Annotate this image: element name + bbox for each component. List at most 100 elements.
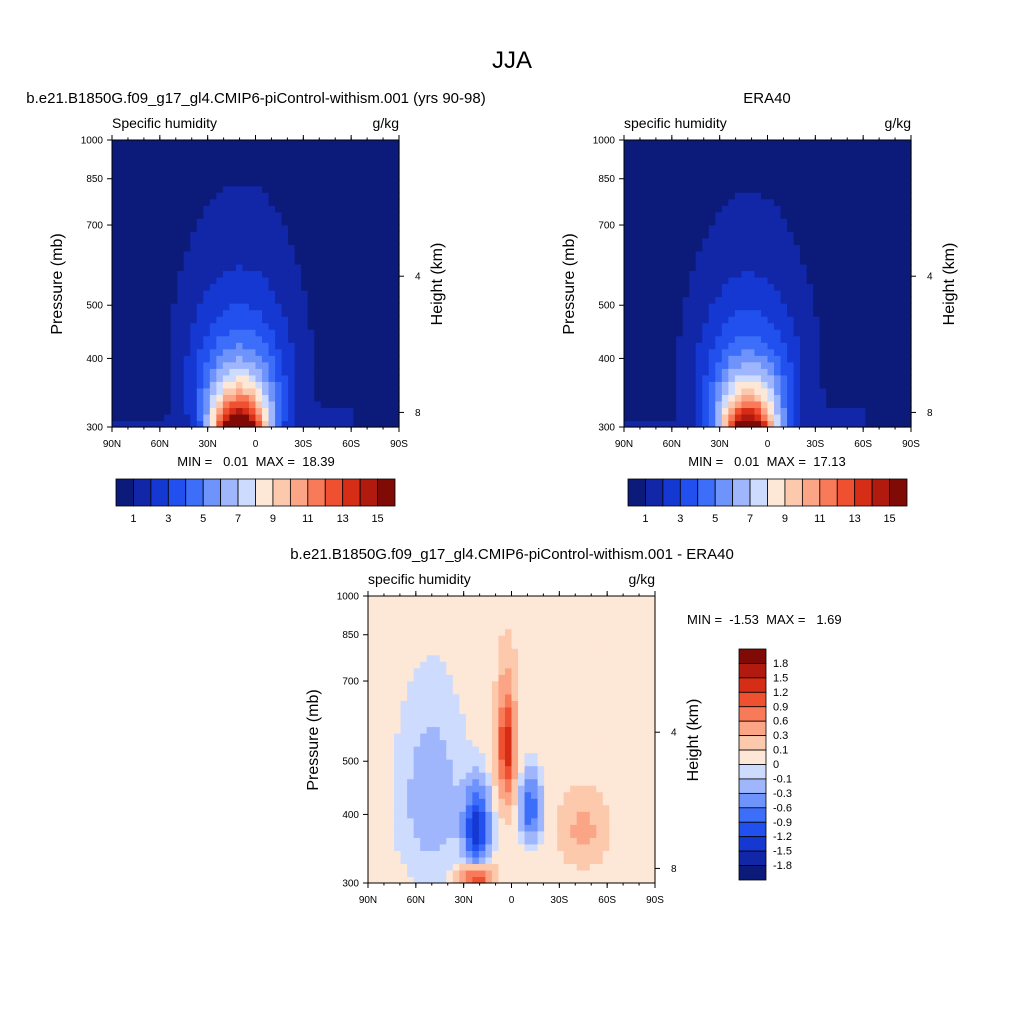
field-cell [426, 667, 434, 675]
field-cell [813, 192, 821, 200]
field-cell [196, 263, 204, 272]
field-cell [439, 700, 447, 708]
field-cell [832, 263, 840, 272]
field-cell [787, 283, 795, 291]
field-cell [242, 224, 250, 232]
field-cell [472, 687, 480, 695]
field-cell [832, 224, 840, 232]
field-cell [708, 276, 716, 285]
field-cell [164, 394, 172, 402]
field-cell [222, 205, 231, 213]
field-cell [190, 185, 198, 193]
field-cell [387, 667, 395, 675]
field-cell [255, 413, 263, 422]
field-cell [891, 244, 899, 252]
field-cell [728, 420, 736, 428]
field-cell [813, 244, 821, 252]
field-cell [787, 166, 795, 174]
field-cell [682, 290, 690, 298]
field-cell [131, 185, 139, 193]
field-cell [780, 342, 788, 350]
field-cell [813, 329, 821, 337]
field-cell [190, 368, 198, 376]
field-cell [307, 322, 315, 330]
field-cell [379, 198, 387, 206]
field-cell [897, 387, 906, 395]
field-cell [275, 329, 283, 337]
field-cell [695, 381, 703, 389]
field-cell [183, 218, 191, 226]
field-cell [262, 211, 270, 219]
field-cell [372, 211, 381, 219]
field-cell [381, 693, 389, 701]
field-cell [385, 250, 394, 259]
field-cell [878, 166, 886, 174]
field-cell [472, 648, 480, 656]
field-cell [891, 166, 899, 174]
field-cell [183, 329, 191, 337]
field-cell [125, 407, 133, 415]
field-cell [839, 153, 847, 161]
field-cell [459, 641, 467, 649]
field-cell [676, 205, 684, 213]
field-cell [407, 680, 415, 688]
colorbar-box [889, 478, 908, 507]
field-cell [268, 381, 276, 389]
field-cell [643, 342, 651, 350]
field-cell [650, 198, 658, 206]
panel-era40: ERA40 specific humidity g/kg Pressure (m… [561, 90, 958, 525]
field-cell [669, 420, 677, 428]
field-cell [407, 732, 415, 741]
field-cell [702, 342, 710, 350]
field-cell [368, 765, 376, 773]
field-cell [452, 661, 460, 669]
field-cell [407, 654, 415, 662]
field-cell [281, 237, 289, 245]
field-cell [275, 400, 283, 409]
field-cell [209, 283, 217, 291]
field-cell [242, 296, 250, 304]
field-cell [144, 342, 152, 350]
field-cell [209, 296, 217, 304]
field-cell [871, 413, 879, 422]
field-cell [340, 153, 348, 161]
field-cell [832, 140, 840, 148]
field-cell [372, 192, 381, 200]
field-cell [255, 237, 263, 245]
field-cell [446, 876, 454, 884]
field-cell [452, 759, 460, 767]
field-cell [630, 224, 638, 232]
field-cell [624, 172, 632, 180]
field-cell [131, 309, 139, 317]
field-cell [904, 263, 912, 272]
field-cell [235, 316, 244, 324]
field-cell [767, 329, 775, 337]
field-cell [314, 231, 322, 239]
field-cell [643, 224, 651, 232]
field-cell [381, 824, 389, 832]
field-cell [262, 381, 270, 389]
field-cell [131, 172, 139, 180]
field-cell [767, 211, 775, 219]
field-cell [374, 759, 382, 767]
field-cell [177, 185, 185, 193]
field-cell [118, 159, 126, 167]
field-cell [650, 153, 658, 161]
field-cell [235, 394, 244, 402]
field-cell [780, 381, 788, 389]
field-cell [248, 374, 257, 382]
field-cell [878, 290, 886, 298]
field-cell [314, 355, 322, 363]
field-cell [229, 348, 237, 356]
field-cell [346, 355, 354, 363]
field-cell [852, 283, 860, 291]
field-cell [170, 368, 178, 376]
field-cell [288, 381, 296, 389]
field-cell [196, 374, 204, 382]
field-cell [485, 850, 493, 858]
field-cell [379, 420, 387, 428]
field-cell [433, 635, 441, 643]
field-cell [353, 185, 361, 193]
field-cell [235, 296, 244, 304]
field-cell [689, 309, 697, 317]
